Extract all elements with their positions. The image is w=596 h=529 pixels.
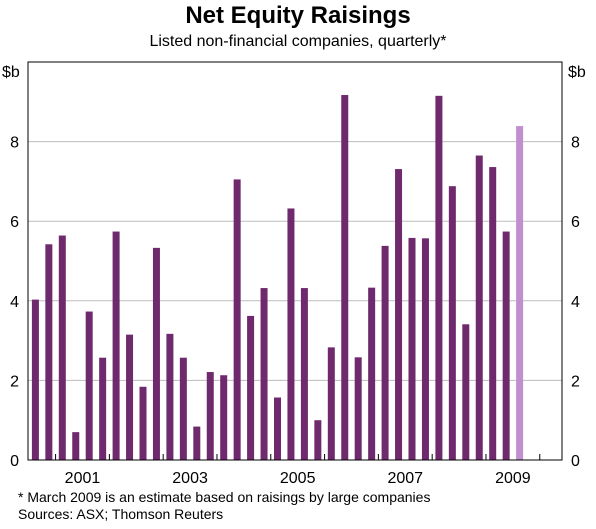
bar-3 [72, 432, 80, 460]
bar-15 [233, 179, 241, 460]
bar-13 [206, 372, 214, 460]
bar-26 [381, 245, 389, 460]
bar-21 [314, 420, 322, 460]
bar-4 [85, 311, 93, 460]
y-tick-right-0: 0 [571, 453, 580, 470]
y-tick-right-8: 8 [571, 135, 580, 152]
bar-23 [341, 95, 349, 460]
x-tick-label-2003: 2003 [172, 470, 208, 487]
bar-16 [247, 315, 255, 460]
bar-11 [179, 357, 187, 460]
y-tick-right-6: 6 [571, 214, 580, 231]
bar-29 [421, 238, 429, 460]
bar-5 [99, 357, 107, 460]
bar-12 [193, 426, 201, 460]
bar-35 [502, 231, 510, 460]
bar-19 [287, 208, 295, 460]
bar-0 [31, 299, 39, 460]
bar-6 [112, 231, 120, 460]
footnote-sources: Sources: ASX; Thomson Reuters [18, 506, 224, 522]
bar-1 [45, 244, 53, 460]
footnotes: * March 2009 is an estimate based on rai… [18, 489, 430, 523]
x-tick-label-2007: 2007 [387, 470, 423, 487]
y-tick-right-4: 4 [571, 294, 580, 311]
y-tick-left-2: 2 [10, 373, 19, 390]
x-tick-label-2001: 2001 [65, 470, 101, 487]
chart-subtitle: Listed non-financial companies, quarterl… [149, 33, 447, 50]
chart-title: Net Equity Raisings [185, 2, 411, 29]
bar-8 [139, 386, 147, 460]
y-axis-label-right: $b [568, 64, 586, 81]
bar-24 [354, 357, 362, 460]
y-tick-left-0: 0 [10, 453, 19, 470]
bar-7 [126, 334, 134, 460]
bar-10 [166, 333, 174, 460]
y-tick-left-4: 4 [10, 294, 19, 311]
bar-20 [300, 288, 308, 460]
bar-27 [395, 169, 403, 460]
bar-22 [327, 347, 335, 460]
bar-33 [475, 155, 483, 460]
bar-30 [435, 95, 443, 460]
x-tick-label-2009: 2009 [495, 470, 531, 487]
footnote-estimate: * March 2009 is an estimate based on rai… [18, 489, 431, 505]
bar-32 [462, 324, 470, 460]
y-axis-label-left: $b [2, 64, 20, 81]
bar-31 [448, 186, 456, 460]
bar-17 [260, 288, 268, 460]
bar-9 [152, 247, 160, 460]
x-tick-label-2005: 2005 [280, 470, 316, 487]
bar-28 [408, 237, 416, 460]
y-tick-right-2: 2 [571, 373, 580, 390]
y-tick-left-6: 6 [10, 214, 19, 231]
bar-14 [220, 375, 228, 460]
bar-34 [489, 167, 497, 460]
y-tick-left-8: 8 [10, 135, 19, 152]
plot-frame [27, 61, 563, 461]
bar-25 [368, 287, 376, 460]
bar-36 [516, 126, 524, 460]
bar-2 [58, 235, 66, 460]
bar-18 [274, 397, 281, 460]
